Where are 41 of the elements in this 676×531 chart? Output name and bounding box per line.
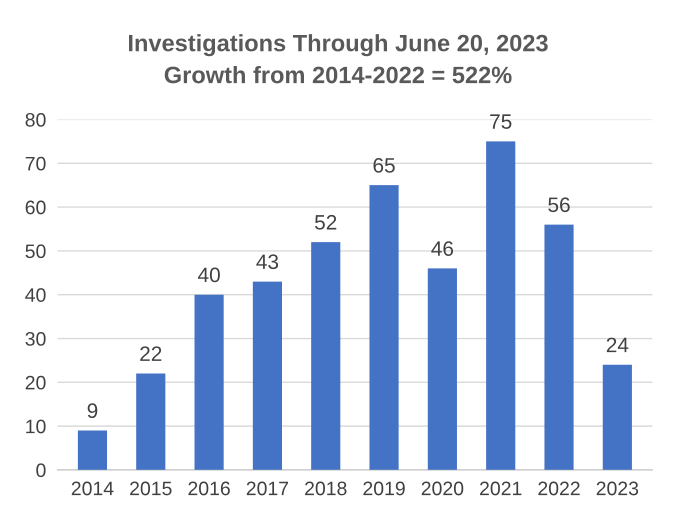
x-tick-label: 2017 xyxy=(246,482,288,496)
y-tick-label: 10 xyxy=(26,420,46,434)
data-label: 75 xyxy=(490,114,512,129)
y-tick-label: 30 xyxy=(25,332,46,346)
bar xyxy=(136,374,166,470)
data-label: 22 xyxy=(140,346,162,361)
chart-title: Investigations Through June 20, 2023 xyxy=(129,34,548,56)
bar xyxy=(194,294,224,470)
y-tick-label: 20 xyxy=(26,376,46,390)
y-tick-label: 70 xyxy=(26,156,46,171)
chart-subtitle: Growth from 2014-2022 = 522% xyxy=(164,66,512,84)
bar xyxy=(78,430,108,470)
y-tick-label: 50 xyxy=(26,244,46,258)
bar xyxy=(252,282,282,470)
x-tick-label: 2016 xyxy=(188,482,230,496)
y-tick-label: 40 xyxy=(25,288,46,302)
bar xyxy=(428,268,457,470)
data-label: 9 xyxy=(88,403,98,418)
x-tick-label: 2023 xyxy=(596,482,638,496)
data-label: 52 xyxy=(314,214,336,230)
x-tick-label: 2019 xyxy=(363,482,405,496)
x-tick-label: 2022 xyxy=(538,482,580,496)
x-tick-label: 2021 xyxy=(480,482,522,496)
bar xyxy=(486,141,516,470)
bar xyxy=(602,364,632,470)
bar xyxy=(544,224,574,470)
x-tick-label: 2020 xyxy=(422,482,464,496)
y-tick-label: 0 xyxy=(36,463,46,478)
data-label: 24 xyxy=(606,338,628,352)
data-label: 56 xyxy=(548,197,570,212)
x-tick-label: 2015 xyxy=(130,482,172,496)
bar xyxy=(311,242,340,470)
x-tick-label: 2014 xyxy=(72,482,114,496)
data-label: 43 xyxy=(256,254,278,270)
y-tick-label: 60 xyxy=(26,200,46,214)
data-label: 46 xyxy=(431,241,454,256)
x-tick-label: 2018 xyxy=(305,482,347,496)
data-label: 65 xyxy=(374,158,395,173)
data-label: 40 xyxy=(198,268,220,282)
bar xyxy=(369,185,399,470)
y-tick-label: 80 xyxy=(26,112,46,127)
